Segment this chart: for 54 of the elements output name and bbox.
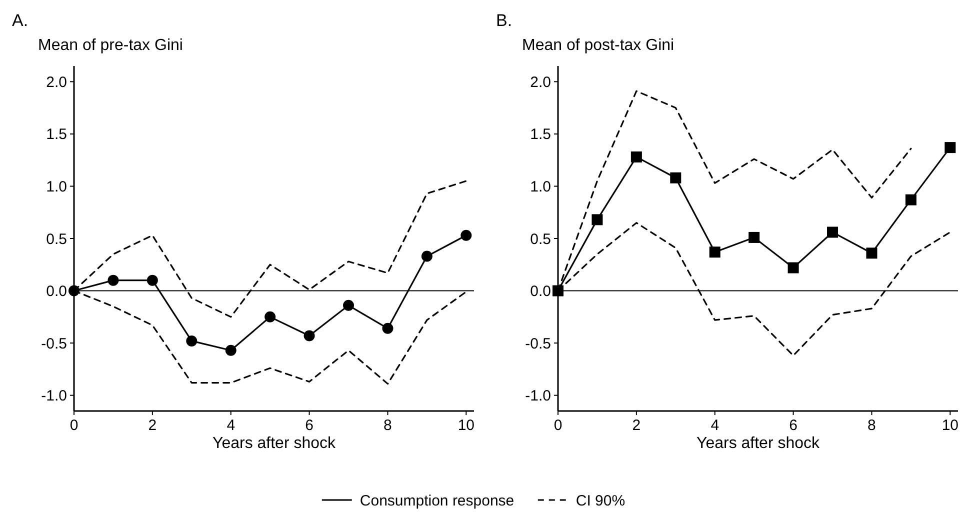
y-tick-label: 2.0 [46, 74, 67, 91]
point [343, 300, 354, 311]
point [421, 250, 432, 262]
x-tick-label: 6 [305, 417, 314, 434]
x-tick-label: 10 [942, 417, 958, 434]
y-tick-label: -1.0 [41, 388, 67, 405]
point [460, 230, 472, 241]
point [186, 335, 198, 346]
x-axis-title: Years after shock [696, 435, 821, 452]
point [592, 214, 603, 226]
y-tick-label: 1.5 [530, 126, 551, 144]
point [146, 274, 158, 286]
legend-label: CI 90% [576, 492, 626, 510]
x-tick-label: 0 [554, 417, 562, 434]
x-axis-title: Years after shock [212, 435, 337, 452]
point [630, 151, 642, 162]
chart-title: A. [12, 11, 28, 30]
point [108, 274, 119, 286]
point [382, 322, 394, 334]
chart-subtitle: Mean of pre-tax Gini [38, 37, 183, 54]
y-tick-label: 0.5 [46, 230, 67, 248]
y-tick-label: 1.0 [46, 178, 67, 196]
x-tick-label: 10 [458, 417, 474, 434]
x-tick-label: 8 [868, 417, 876, 434]
y-tick-label: 1.5 [46, 126, 67, 144]
point [748, 232, 760, 243]
point [264, 311, 276, 322]
y-tick-label: 0.0 [46, 283, 67, 300]
x-tick-label: 4 [226, 417, 236, 434]
x-tick-label: 8 [384, 417, 392, 434]
y-tick-label: -1.0 [525, 388, 551, 405]
y-tick-label: -0.5 [41, 335, 67, 352]
y-tick-label: -0.5 [525, 335, 551, 352]
chart-subtitle: Mean of post-tax Gini [522, 37, 674, 54]
point [670, 172, 682, 184]
point [225, 344, 236, 356]
point [866, 248, 878, 259]
legend-label: Consumption response [360, 492, 514, 510]
chart-title: B. [496, 11, 512, 30]
x-tick-label: 6 [789, 417, 798, 434]
point [788, 262, 799, 274]
point [304, 330, 315, 342]
x-tick-label: 2 [148, 417, 157, 434]
point [827, 226, 838, 238]
y-tick-label: 2.0 [530, 74, 551, 91]
point [944, 142, 956, 154]
x-tick-label: 2 [632, 417, 641, 434]
point [709, 246, 720, 258]
x-tick-label: 4 [710, 417, 720, 434]
y-tick-label: 0.0 [530, 283, 551, 300]
x-tick-label: 0 [70, 417, 78, 434]
point [905, 194, 916, 206]
y-tick-label: 1.0 [530, 178, 551, 196]
y-tick-label: 0.5 [530, 230, 551, 248]
